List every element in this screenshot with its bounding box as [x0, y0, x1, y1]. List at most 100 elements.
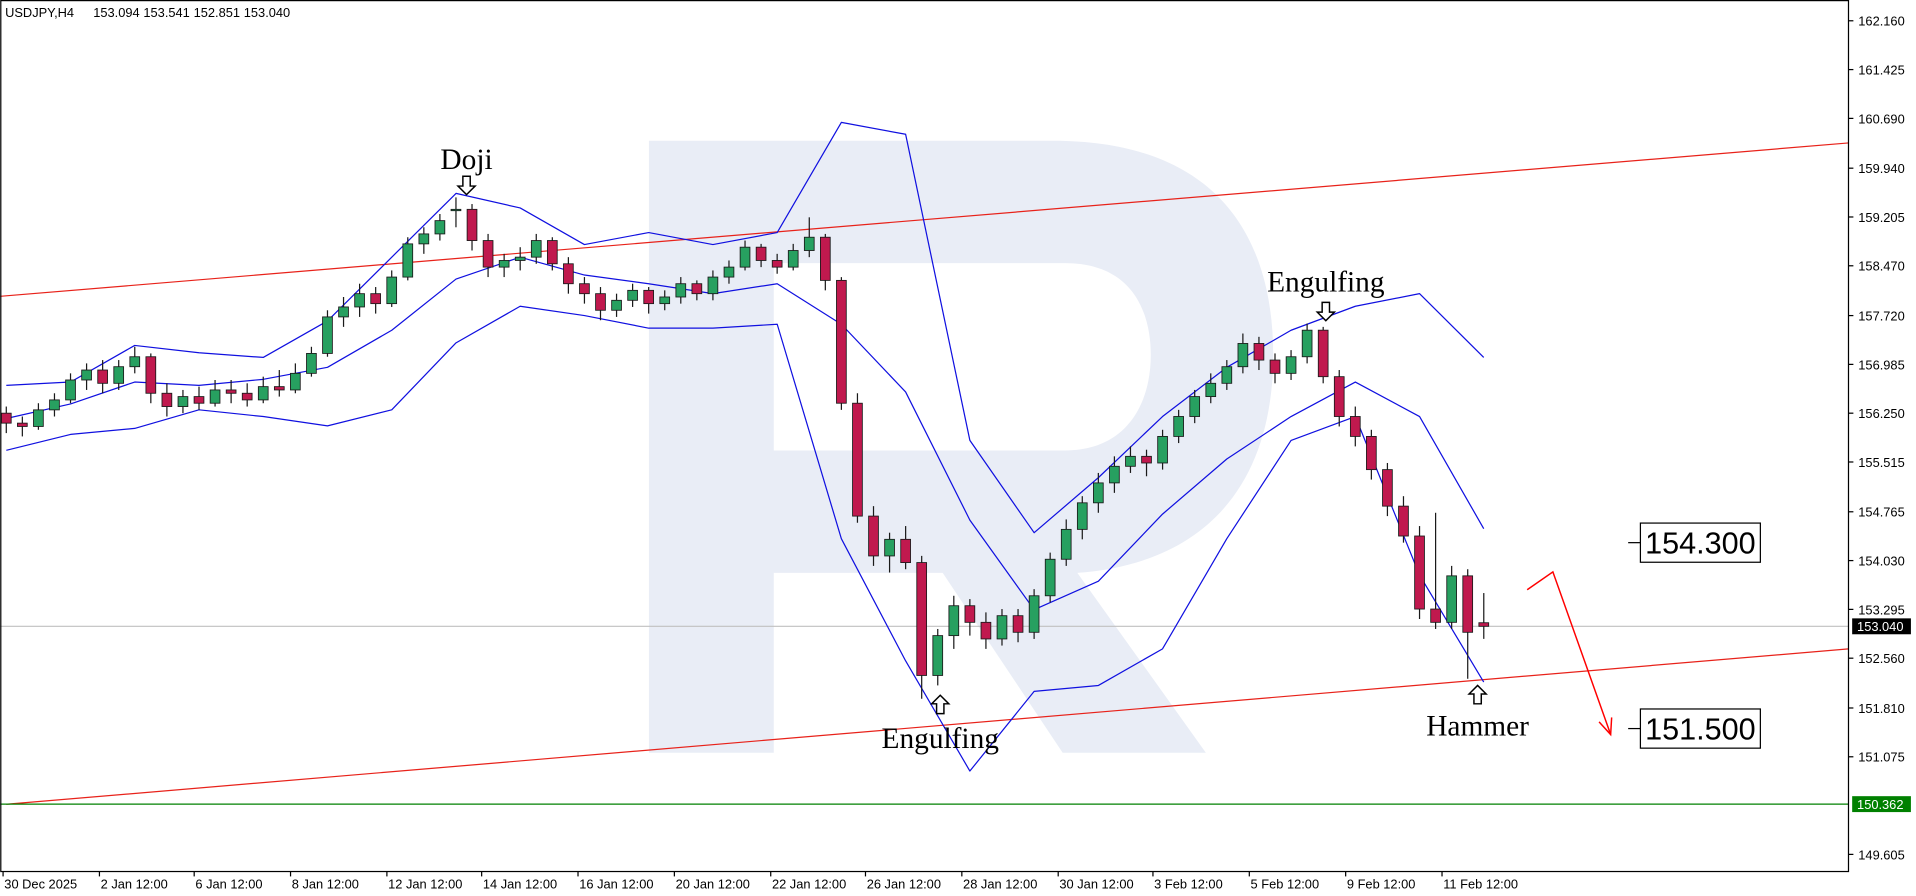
candle-body [1157, 435, 1168, 464]
candle-body [755, 246, 767, 261]
forecast-arrowhead [1598, 717, 1613, 737]
candle-body [1173, 416, 1184, 437]
target-box [1639, 708, 1761, 749]
candle-body [1044, 558, 1056, 597]
candle-body [579, 283, 590, 295]
candle-body [306, 352, 317, 374]
candle-body [81, 369, 92, 381]
candle-body [177, 396, 189, 407]
candle-body [1301, 329, 1313, 358]
y-tick-label: 153.295 [1858, 602, 1904, 617]
candle-body [964, 605, 976, 623]
y-tick-label: 156.250 [1858, 406, 1904, 421]
candle-body [1478, 622, 1490, 627]
candle-body [884, 538, 895, 557]
x-tick-label: 3 Feb 12:00 [1154, 877, 1223, 892]
trend-line [0, 142, 1849, 297]
candle-body [338, 306, 349, 318]
y-tick-label: 152.560 [1858, 651, 1904, 666]
y-tick-label: 151.810 [1858, 701, 1904, 716]
candle-body [402, 243, 414, 278]
candle-body [418, 233, 430, 245]
candle-body [659, 296, 671, 305]
candle-body [595, 293, 606, 311]
plot-frame [0, 0, 1850, 873]
pattern-arrow [1315, 301, 1337, 322]
candle-body [209, 389, 221, 404]
pattern-label: Hammer [1426, 711, 1529, 743]
pattern-arrow [1467, 684, 1488, 705]
candle-body [771, 260, 783, 268]
x-tick-label: 2 Jan 12:00 [101, 877, 168, 892]
candle-body [17, 422, 28, 427]
candle-body [1398, 505, 1409, 537]
candle-body [1430, 608, 1441, 623]
bollinger-middle [6, 256, 1485, 611]
y-tick-label: 154.765 [1858, 505, 1904, 520]
candle-body [273, 386, 285, 391]
candle-body [787, 250, 799, 268]
bollinger-lower [6, 305, 1485, 772]
candle-body [1141, 455, 1152, 464]
candle-body [1414, 535, 1425, 610]
candle-body [1285, 356, 1297, 374]
candle-body [1028, 595, 1040, 633]
candle-body [514, 256, 526, 261]
y-tick-label: 151.075 [1858, 750, 1904, 765]
candle-body [370, 293, 381, 305]
header-value: 153.040 [244, 5, 290, 20]
y-tick-label: 158.470 [1858, 259, 1904, 274]
bollinger-upper [6, 121, 1485, 534]
candle-body [836, 279, 847, 404]
x-tick-label: 20 Jan 12:00 [676, 877, 750, 892]
x-tick-label: 30 Dec 2025 [4, 877, 77, 892]
target-box [1639, 522, 1761, 563]
price-label-box [1852, 796, 1911, 813]
pattern-label: Engulfing [882, 723, 1000, 755]
y-tick-label: 154.030 [1858, 553, 1904, 568]
price-label: 153.040 [1857, 619, 1903, 634]
candle-body [129, 356, 141, 368]
candle-body [161, 392, 173, 407]
candle-body [1446, 575, 1457, 623]
y-tick-label: 149.605 [1858, 847, 1904, 862]
candle-body [466, 208, 478, 241]
header-value: 153.541 [143, 5, 189, 20]
x-tick-label: 26 Jan 12:00 [867, 877, 941, 892]
x-tick-label: 12 Jan 12:00 [388, 877, 462, 892]
candle-body [482, 240, 494, 268]
candle-body [868, 515, 879, 557]
candle-body [1093, 482, 1104, 504]
candle-body [1109, 465, 1120, 484]
candle-body [1205, 382, 1217, 398]
candle-body [852, 402, 863, 517]
chart-title: USDJPY,H4 [5, 5, 74, 20]
candle-body [225, 389, 237, 394]
x-tick-label: 6 Jan 12:00 [195, 877, 262, 892]
candle-body [948, 605, 960, 637]
watermark-logo [648, 140, 1274, 753]
header-value: 152.851 [194, 5, 240, 20]
candle-body [1317, 329, 1329, 378]
candle-body [113, 366, 125, 384]
candle-body [1366, 435, 1377, 471]
candle-body [1333, 376, 1345, 417]
candle-body [691, 283, 703, 295]
candle-body [996, 615, 1008, 640]
candle-body [1012, 615, 1024, 633]
candle-body [627, 289, 638, 301]
candle-body [611, 299, 622, 311]
candle-body [1189, 396, 1201, 417]
candle-body [916, 562, 928, 676]
x-tick-label: 11 Feb 12:00 [1443, 877, 1518, 892]
pattern-arrow [456, 175, 477, 196]
candle-body [707, 276, 719, 295]
candle-body [322, 316, 333, 354]
x-tick-label: 8 Jan 12:00 [292, 877, 359, 892]
candle-body [1076, 502, 1088, 530]
candle-body [450, 208, 462, 212]
x-tick-label: 16 Jan 12:00 [579, 877, 653, 892]
